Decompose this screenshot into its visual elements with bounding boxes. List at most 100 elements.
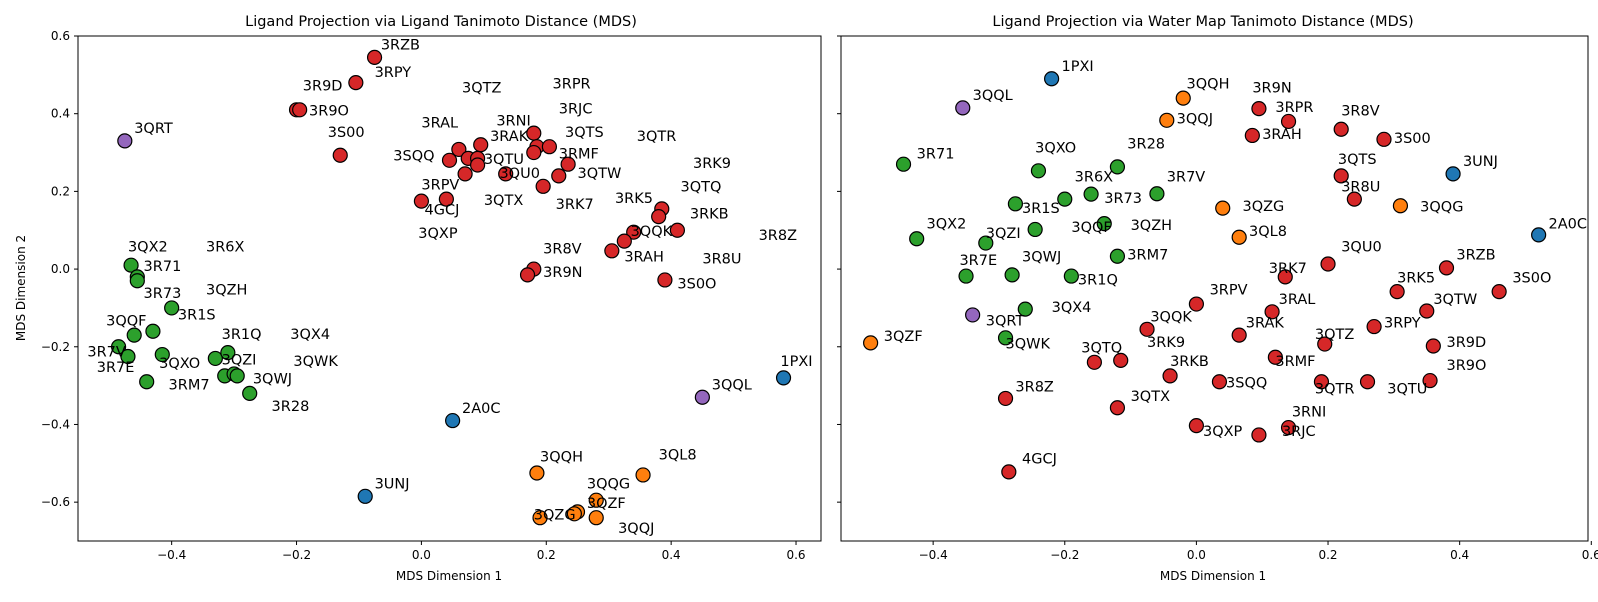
data-point bbox=[1251, 427, 1267, 443]
point-labels-group: 1PXI 3QQL 3QQH 3R9N 3RPR 3R8V 3QQJ 3RAH 3S00 3R71… bbox=[884, 59, 1587, 467]
ticks-group: −0.4 −0.2 0.0 0.2 0.4 0.6 bbox=[837, 35, 1598, 562]
point-label: 3QTU bbox=[1387, 381, 1427, 397]
data-point bbox=[123, 257, 139, 273]
point-label: 3RZB bbox=[1456, 247, 1495, 263]
point-label: 3R1Q bbox=[1078, 273, 1118, 289]
point-label: 3QTS bbox=[1338, 152, 1377, 168]
point-label: 3QTZ bbox=[462, 80, 501, 96]
data-point bbox=[1389, 284, 1405, 300]
ticks-group: −0.4 −0.2 0.0 0.2 0.4 0.6 −0.6 −0.4 −0.2 0.0 0.2 0.… bbox=[41, 29, 806, 562]
data-point bbox=[1346, 191, 1362, 207]
point-label: 3QZI bbox=[222, 352, 257, 368]
point-label: 3RK5 bbox=[615, 191, 653, 207]
data-point bbox=[1188, 296, 1205, 312]
point-label: 3R71 bbox=[917, 146, 955, 162]
data-point bbox=[1277, 269, 1293, 285]
data-point bbox=[1445, 166, 1461, 182]
point-label: 3QXO bbox=[1035, 141, 1076, 157]
data-point bbox=[126, 327, 142, 343]
data-point bbox=[526, 144, 542, 161]
point-label: 3RAH bbox=[624, 249, 664, 265]
data-point bbox=[604, 243, 620, 259]
point-label: 3R9O bbox=[1446, 358, 1486, 374]
point-label: 3R28 bbox=[1127, 137, 1165, 153]
point-label: 3RK9 bbox=[1147, 335, 1185, 351]
data-point bbox=[117, 133, 133, 149]
data-point bbox=[1531, 227, 1547, 243]
data-point bbox=[207, 350, 223, 367]
point-label: 3QX4 bbox=[290, 327, 330, 343]
point-label: 3SQQ bbox=[1226, 376, 1267, 392]
data-point bbox=[1251, 101, 1267, 117]
point-label: 3QTS bbox=[565, 125, 604, 141]
plot-frame bbox=[77, 35, 822, 542]
point-label: 3RPY bbox=[375, 65, 412, 81]
data-point bbox=[1139, 321, 1155, 337]
point-label: 3QXP bbox=[1203, 424, 1243, 440]
x-tick-label: 0.4 bbox=[1450, 548, 1469, 562]
point-label: 3R6X bbox=[206, 240, 245, 256]
point-label: 3RPV bbox=[1210, 282, 1248, 298]
y-tick-label: 0.2 bbox=[51, 184, 70, 198]
data-point bbox=[588, 510, 604, 526]
point-label: 3QTR bbox=[637, 129, 677, 145]
point-label: 3QQG bbox=[1420, 200, 1463, 216]
point-label: 3R71 bbox=[144, 259, 182, 275]
point-label: 3R73 bbox=[144, 286, 182, 302]
points-group bbox=[110, 49, 792, 526]
plot-frame bbox=[840, 35, 1589, 542]
chart-title: Ligand Projection via Water Map Tanimoto… bbox=[992, 14, 1413, 30]
x-tick-label: −0.2 bbox=[1050, 548, 1079, 562]
point-labels-group: 1PXI 2A0C 3UNJ 3QRT 3QQL 3QQH 3QL8 3QQG 3QZF 3QZG… bbox=[87, 38, 812, 538]
x-axis-label: MDS Dimension 1 bbox=[1160, 569, 1266, 583]
point-label: 3QZH bbox=[1131, 218, 1172, 234]
point-label: 3R8Z bbox=[1015, 379, 1054, 395]
point-label: 3RM7 bbox=[1127, 247, 1168, 263]
data-point bbox=[473, 137, 489, 153]
y-tick-label: −0.4 bbox=[41, 417, 70, 431]
data-point bbox=[457, 166, 473, 182]
data-point bbox=[958, 268, 974, 284]
points-group bbox=[863, 71, 1547, 480]
point-label: 3RZB bbox=[381, 38, 420, 54]
data-point bbox=[657, 272, 673, 288]
data-point bbox=[1267, 349, 1283, 365]
x-tick-label: −0.4 bbox=[157, 548, 186, 562]
point-label: 3R9N bbox=[1252, 80, 1291, 96]
data-point bbox=[357, 488, 373, 504]
data-point bbox=[1096, 216, 1112, 232]
point-label: 3QU0 bbox=[499, 166, 539, 182]
point-label: 3QL8 bbox=[659, 447, 697, 463]
data-point bbox=[651, 209, 667, 225]
data-point bbox=[1017, 301, 1033, 317]
data-point bbox=[451, 141, 467, 158]
point-label: 3RAL bbox=[421, 115, 458, 131]
point-label: 3RK9 bbox=[693, 156, 731, 172]
point-label: 3QQL bbox=[712, 378, 752, 394]
point-label: 3QXO bbox=[159, 356, 200, 372]
water-map-tanimoto-panel: Ligand Projection via Water Map Tanimoto… bbox=[837, 14, 1598, 583]
point-label: 3QXP bbox=[418, 226, 458, 242]
data-point bbox=[1211, 374, 1228, 390]
point-label: 3QQF bbox=[106, 313, 146, 329]
point-label: 3S00 bbox=[1394, 131, 1431, 147]
point-label: 3RNI bbox=[1292, 405, 1326, 421]
point-label: 1PXI bbox=[1061, 59, 1093, 75]
point-label: 3QQJ bbox=[1177, 111, 1213, 127]
point-label: 3R1Q bbox=[222, 327, 262, 343]
data-point bbox=[1320, 256, 1336, 272]
data-point bbox=[1109, 248, 1126, 264]
point-label: 3QL8 bbox=[1249, 224, 1287, 240]
point-label: 3S0O bbox=[677, 277, 716, 293]
point-label: 3QTW bbox=[1433, 292, 1477, 308]
x-tick-label: 0.2 bbox=[1318, 548, 1337, 562]
point-label: 3R7E bbox=[97, 360, 135, 376]
point-label: 3RAH bbox=[1262, 127, 1302, 143]
data-point bbox=[775, 370, 792, 386]
point-label: 3QTQ bbox=[681, 179, 722, 195]
point-label: 3QQL bbox=[973, 88, 1013, 104]
x-tick-label: 0.6 bbox=[786, 548, 805, 562]
data-point bbox=[566, 506, 582, 522]
data-point bbox=[1422, 372, 1438, 389]
point-label: 3QQH bbox=[540, 449, 583, 465]
